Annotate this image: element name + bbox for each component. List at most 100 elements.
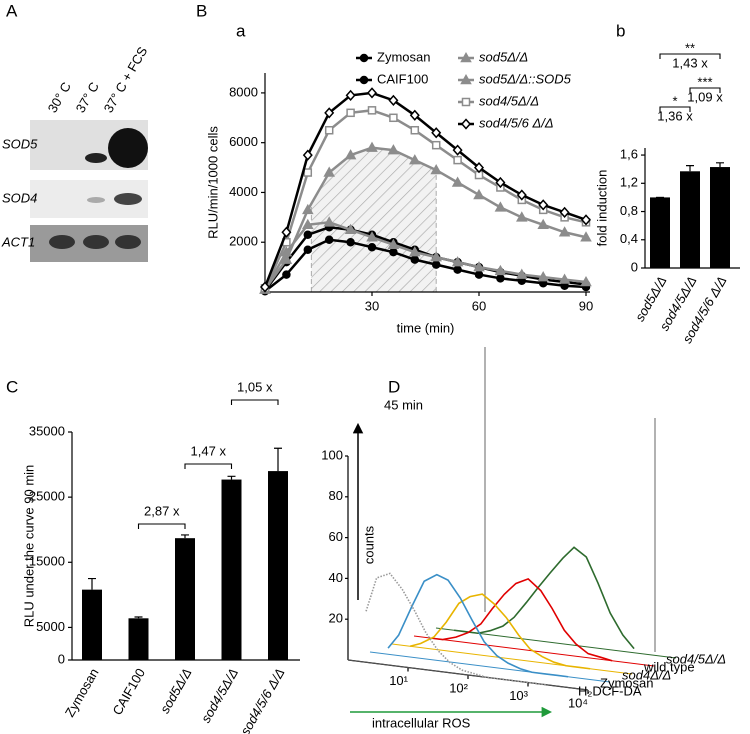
bracket (230, 399, 279, 405)
marker (389, 113, 398, 123)
y-tick-label: 0,8 (620, 203, 638, 218)
marker (344, 149, 357, 160)
y-tick-label: 6000 (229, 134, 258, 149)
marker (324, 235, 334, 244)
panel-label: B (196, 1, 207, 20)
marker (431, 140, 441, 150)
marker (494, 264, 507, 276)
marker (280, 246, 293, 257)
marker (346, 108, 355, 118)
marker (366, 87, 378, 99)
marker (495, 176, 506, 189)
marker (302, 203, 314, 215)
bracket (137, 523, 186, 529)
marker (259, 281, 271, 293)
x-axis-label: time (min) (397, 320, 455, 335)
lane-label: 30° C (45, 79, 74, 115)
legend-marker (359, 53, 369, 63)
bar (128, 618, 149, 660)
y-tick-label: 25000 (29, 489, 65, 504)
marker (580, 214, 592, 226)
legend-marker (460, 51, 472, 63)
x-tick-label: 10⁴ (568, 695, 588, 710)
marker (367, 106, 377, 115)
series-line (264, 238, 587, 293)
x-tick-label: sod5Δ/Δ (157, 666, 195, 716)
y-tick-label: 35000 (29, 423, 65, 438)
marker (451, 176, 464, 187)
panel-label: C (6, 377, 18, 396)
lane-label: 37° C (73, 79, 102, 115)
y-tick-label: 40 (329, 570, 343, 585)
marker (494, 201, 507, 212)
marker (323, 166, 335, 177)
legend-marker (461, 97, 471, 107)
marker (281, 226, 292, 238)
series-label: Zymosan (600, 675, 653, 690)
bracket-label: 1,05 x (237, 379, 273, 394)
marker (344, 223, 357, 235)
y-tick-label: 8000 (229, 84, 258, 99)
series-label: sod4/5Δ/Δ (666, 651, 726, 666)
y-axis-label: RLU/min/1000 cells (205, 126, 220, 239)
bar (268, 471, 288, 660)
blot (30, 120, 148, 262)
marker (366, 141, 378, 152)
subpanel-label: a (236, 21, 246, 40)
bar (680, 171, 700, 268)
series-label: H₂DCF-DA (578, 683, 642, 698)
baseline (347, 659, 589, 691)
marker (453, 155, 462, 165)
marker (324, 125, 334, 135)
bracket (689, 87, 721, 93)
x-tick-label: 60 (472, 298, 486, 313)
marker (474, 270, 484, 279)
row-label: ACT1 (1, 234, 35, 249)
bracket-label: 1,36 x (657, 108, 693, 123)
marker (452, 144, 463, 156)
marker (367, 242, 377, 252)
y-tick-label: 1,6 (620, 146, 638, 161)
error-bar (274, 447, 282, 472)
marker (303, 230, 313, 240)
marker (496, 274, 505, 283)
marker (516, 211, 528, 222)
marker (323, 216, 335, 227)
marker (302, 149, 313, 161)
row-label: SOD4 (2, 190, 37, 205)
legend-label: sod4/5/6 Δ/Δ (479, 115, 554, 130)
marker (537, 218, 549, 230)
marker (303, 168, 313, 177)
marker (453, 265, 462, 274)
y-tick-label: 15000 (29, 554, 65, 569)
marker (473, 161, 485, 174)
marker (430, 164, 442, 175)
row-label: SOD5 (2, 136, 38, 151)
significance: ** (685, 40, 695, 55)
bracket (184, 463, 233, 469)
y-tick-label: 2000 (229, 234, 258, 249)
marker (558, 226, 571, 237)
series-line (263, 91, 587, 288)
baseline (391, 643, 633, 675)
marker (388, 94, 399, 107)
y-axis-label: fold induction (594, 170, 609, 247)
error-bar (134, 616, 143, 619)
legend-marker (460, 118, 472, 130)
marker (387, 144, 400, 155)
marker (387, 238, 400, 249)
legend-label: Zymosan (377, 49, 430, 64)
histogram-line (387, 573, 569, 678)
error-bar (686, 165, 694, 172)
marker (430, 251, 442, 262)
legend-label: CAIF100 (377, 71, 428, 86)
marker (473, 261, 485, 272)
marker (537, 271, 549, 282)
y-tick-label: 80 (329, 488, 343, 503)
lane-label: 37° C + FCS (101, 44, 151, 115)
bar (221, 479, 242, 660)
x-tick-label: 90 (579, 298, 593, 313)
series-label: wild type (643, 659, 695, 674)
y-tick-label: 60 (329, 529, 343, 544)
